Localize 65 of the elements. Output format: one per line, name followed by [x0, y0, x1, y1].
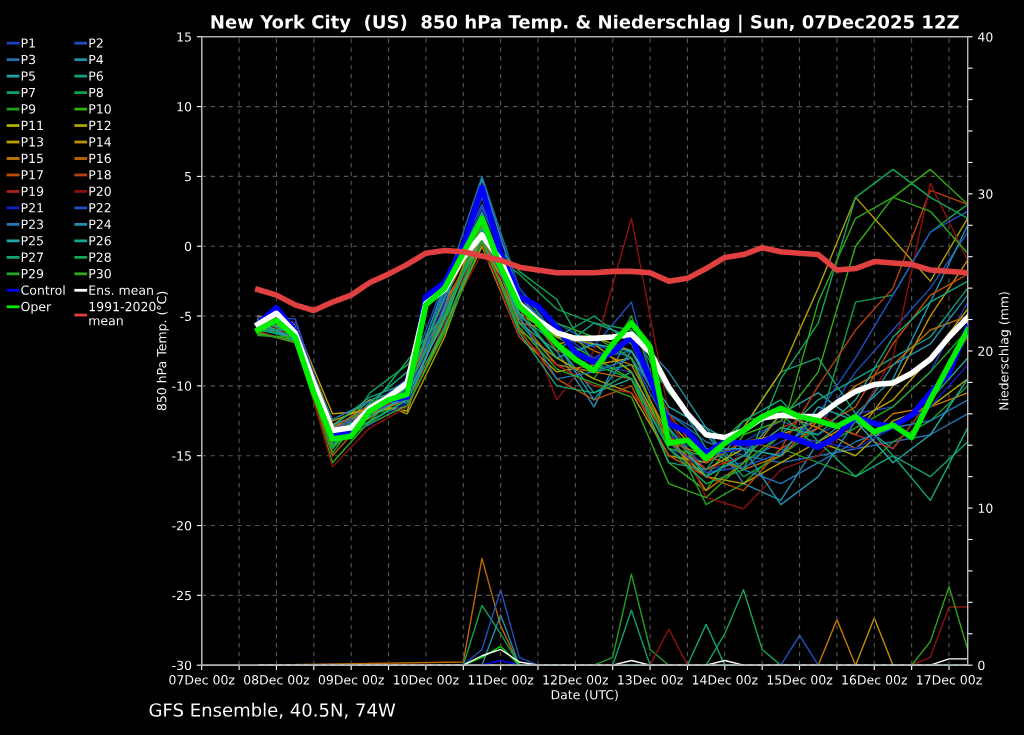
y-tick-label: 10 [177, 102, 192, 112]
x-tick-label: 16Dec 00z [842, 675, 907, 685]
x-tick-label: 17Dec 00z [917, 675, 982, 685]
legend-label: P14 [89, 137, 111, 147]
y-tick-label: 15 [177, 32, 191, 42]
y-tick-label: 0 [184, 241, 192, 252]
legend-label: P23 [21, 219, 44, 229]
x-tick-label: 14Dec 00z [692, 675, 758, 685]
legend-label: P16 [89, 153, 111, 164]
x-tick-label: 11Dec 00z [468, 675, 534, 685]
legend-label: P15 [21, 153, 43, 164]
x-tick-label: 10Dec 00z [394, 675, 459, 685]
legend-label: P19 [21, 186, 44, 196]
text: GFS Ensemble, 40.5N, 74W [149, 702, 396, 719]
legend-label: P1 [21, 38, 35, 48]
legend-label: P26 [89, 235, 111, 246]
x-tick-label: 13Dec 00z [618, 675, 683, 685]
y2-tick-label: 0 [978, 660, 985, 671]
x-tick-label: 15Dec 00z [767, 675, 833, 685]
y2-axis-title: Niederschlag (mm) [998, 292, 1011, 410]
legend-label: P20 [89, 186, 111, 196]
y2-tick-label: 10 [978, 503, 993, 513]
x-tick-label: 08Dec 00z [244, 675, 310, 685]
y2-tick-label: 30 [978, 189, 993, 199]
legend-label: P2 [89, 38, 103, 48]
legend-label: P13 [21, 137, 44, 147]
legend-label: P8 [89, 87, 103, 98]
legend-label: P30 [89, 268, 111, 279]
legend-label: P29 [21, 268, 44, 279]
y-tick-label: -25 [172, 590, 191, 601]
y-tick-label: -20 [172, 521, 192, 531]
legend-label: P28 [89, 252, 111, 262]
legend-label: 1991-2020 mean [89, 301, 156, 326]
x-tick-label: 07Dec 00z [169, 675, 235, 685]
legend-label: P7 [21, 87, 35, 97]
y-tick-label: -5 [180, 311, 191, 321]
y-tick-label: -10 [172, 381, 192, 391]
legend-label: P3 [21, 54, 36, 65]
legend-label: P4 [89, 54, 104, 65]
legend-label: P5 [21, 71, 35, 81]
legend-label: Oper [21, 301, 52, 314]
legend-label: P12 [89, 120, 111, 130]
y-tick-label: -15 [172, 451, 191, 461]
legend-label: P17 [21, 170, 43, 180]
x-axis-title: Date (UTC) [551, 689, 618, 701]
y-tick-label: -30 [172, 660, 192, 671]
chart-title: New York City (US) 850 hPa Temp. & Niederschlag | Sun, 07Dec2025 12Z [211, 14, 959, 33]
legend-label: P27 [21, 252, 43, 262]
legend-label: P11 [21, 120, 43, 130]
y-tick-label: 5 [185, 172, 191, 182]
y2-tick-label: 40 [978, 32, 993, 42]
legend-label: P25 [21, 235, 43, 246]
legend-label: P22 [89, 203, 111, 213]
legend-label: P24 [89, 219, 111, 229]
y-axis-title: 850 hPa Temp. (°C) [156, 291, 169, 411]
x-tick-label: 09Dec 00z [318, 675, 384, 685]
legend-label: Control [21, 285, 65, 295]
y2-tick-label: 20 [978, 346, 993, 356]
legend-label: P10 [89, 104, 111, 114]
legend-label: P6 [89, 71, 103, 81]
legend-label: Ens. mean [89, 285, 153, 295]
legend-label: P9 [21, 104, 36, 114]
legend-label: P21 [21, 203, 43, 213]
x-tick-label: 12Dec 00z [543, 675, 609, 685]
legend-label: P18 [89, 170, 111, 180]
